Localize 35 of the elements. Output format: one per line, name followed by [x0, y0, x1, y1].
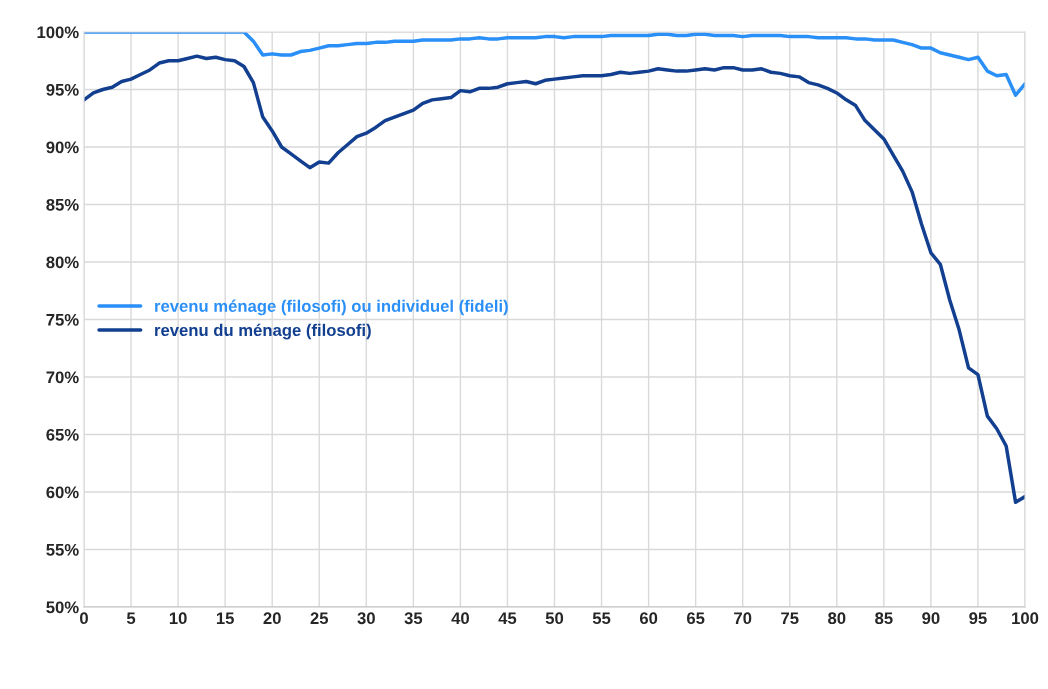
x-tick-label: 65 [686, 612, 705, 625]
x-tick-label: 25 [310, 612, 329, 625]
legend-label: revenu du ménage (filosofi) [155, 323, 371, 340]
y-tick-label: 55% [46, 543, 79, 556]
line-series [84, 54, 1025, 505]
y-tick-label: 50% [46, 601, 79, 614]
x-tick-label: 60 [639, 612, 658, 625]
legend-label: revenu ménage (filosofi) ou individuel (fideli) [155, 299, 508, 316]
x-tick-label: 40 [451, 612, 469, 625]
y-tick-label: 90% [46, 141, 79, 154]
x-tick-label: 70 [734, 612, 752, 625]
x-tick-label: 55 [592, 612, 611, 625]
x-tick-label: 0 [80, 612, 88, 625]
y-tick-label: 85% [46, 198, 79, 211]
x-tick-label: 80 [828, 612, 846, 625]
x-tick-label: 50 [545, 612, 564, 625]
y-tick-label: 100% [37, 26, 79, 39]
x-tick-label: 20 [263, 612, 281, 625]
x-tick-label: 15 [216, 612, 234, 625]
y-tick-label: 75% [46, 313, 79, 326]
x-tick-label: 75 [781, 612, 799, 625]
x-tick-label: 45 [498, 612, 517, 625]
x-tick-label: 5 [126, 612, 136, 625]
x-tick-label: 90 [922, 612, 940, 625]
x-tick-label: 95 [969, 612, 987, 625]
y-tick-label: 80% [46, 256, 79, 269]
y-tick-label: 95% [46, 83, 79, 96]
x-tick-label: 10 [169, 612, 187, 625]
y-tick-label: 60% [46, 486, 79, 499]
x-tick-label: 85 [875, 612, 893, 625]
x-tick-label: 35 [404, 612, 423, 625]
y-tick-label: 65% [46, 428, 79, 441]
y-tick-label: 70% [46, 371, 79, 384]
x-tick-label: 30 [357, 612, 375, 625]
x-tick-label: 100 [1012, 612, 1039, 625]
